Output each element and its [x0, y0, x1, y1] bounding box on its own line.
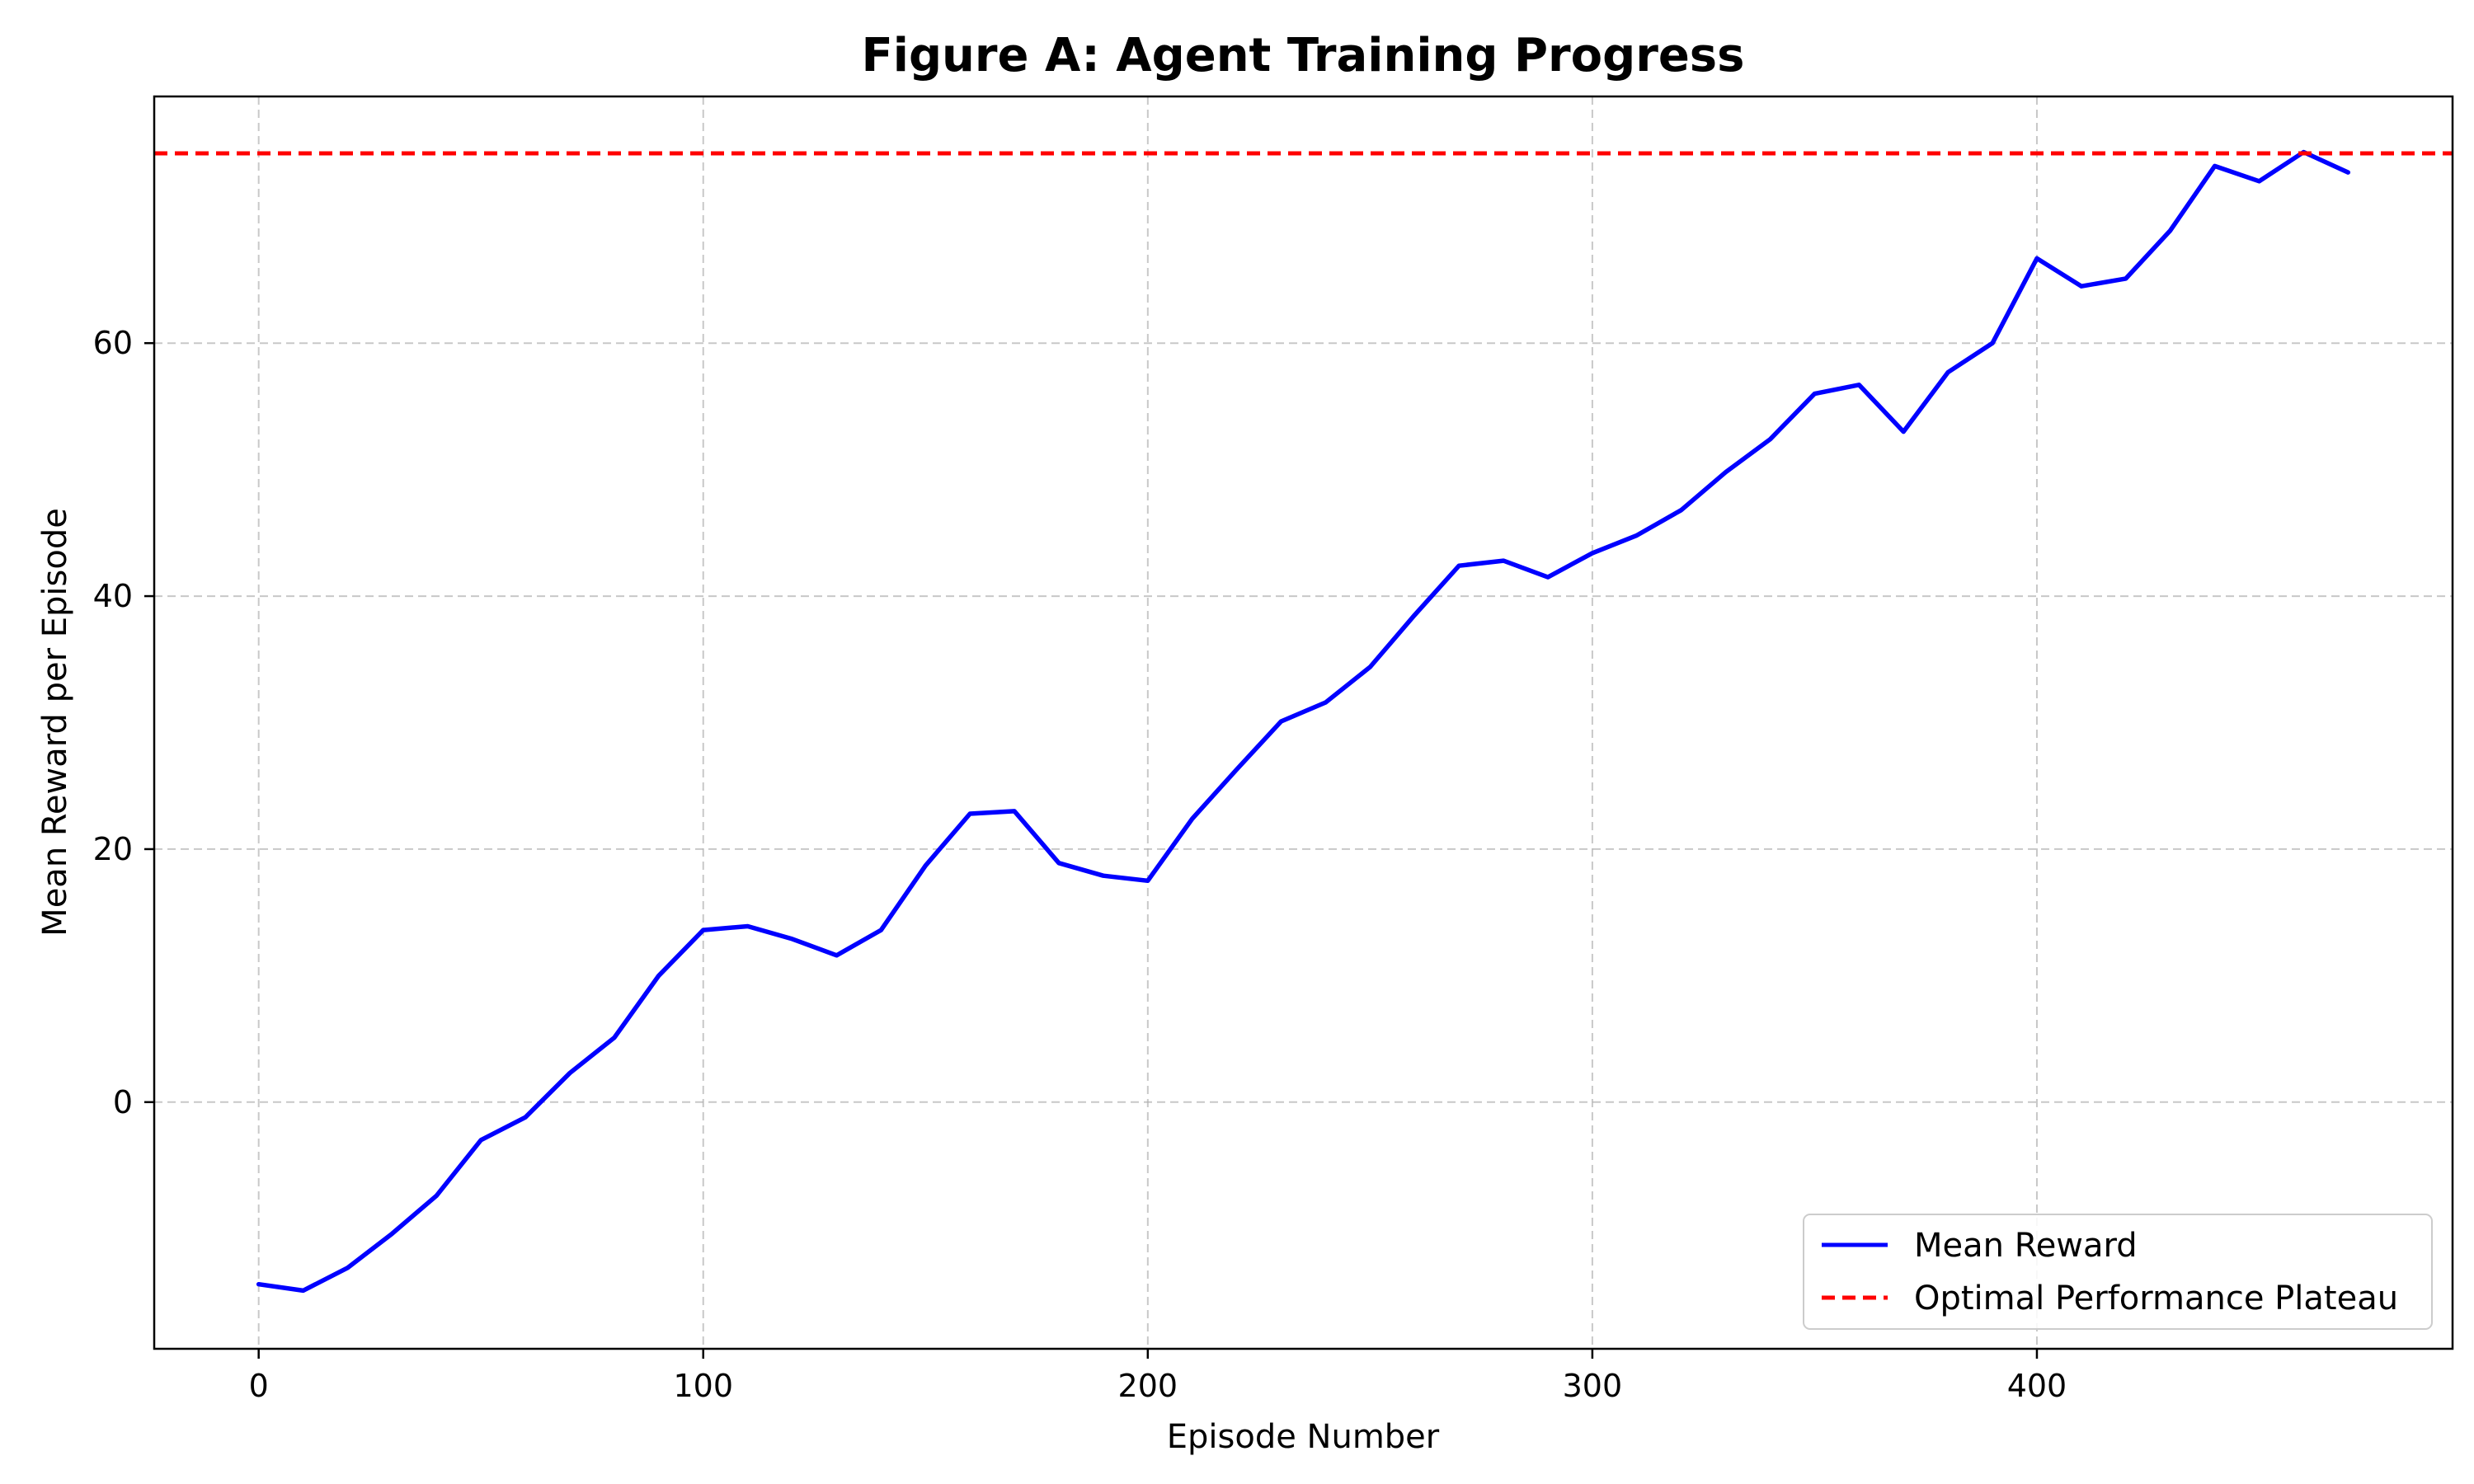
x-axis-label: Episode Number	[1167, 1418, 1440, 1456]
chart-title: Figure A: Agent Training Progress	[862, 29, 1745, 82]
axis-ticks: 0 100 200 300 400 0 20 40 60	[93, 325, 2067, 1404]
legend-label-mean-reward: Mean Reward	[1914, 1227, 2138, 1265]
legend-label-optimal-plateau: Optimal Performance Plateau	[1914, 1280, 2398, 1317]
x-tick-label: 200	[1118, 1368, 1178, 1404]
x-tick-label: 0	[249, 1368, 269, 1404]
plot-series	[154, 149, 2453, 1294]
legend: Mean Reward Optimal Performance Plateau	[1803, 1214, 2433, 1330]
x-tick-label: 400	[2007, 1368, 2067, 1404]
x-tick-label: 300	[1563, 1368, 1623, 1404]
legend-box	[1803, 1214, 2433, 1330]
y-tick-label: 40	[93, 578, 133, 614]
y-tick-label: 20	[93, 831, 133, 867]
y-tick-label: 0	[113, 1084, 133, 1120]
series-line-mean-reward	[256, 149, 2351, 1294]
y-tick-label: 60	[93, 325, 133, 361]
y-axis-label: Mean Reward per Episode	[36, 508, 74, 937]
plot-frame	[153, 95, 2454, 1350]
x-tick-label: 100	[673, 1368, 733, 1404]
grid	[154, 96, 2453, 1349]
